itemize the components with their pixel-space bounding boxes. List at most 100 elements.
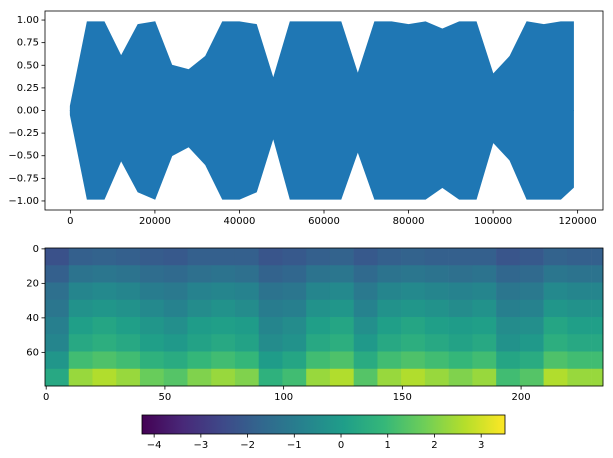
heatmap-cell — [258, 265, 283, 283]
heatmap-cell — [258, 248, 283, 266]
heatmap-cell — [519, 334, 544, 352]
heatmap-cell — [163, 282, 188, 301]
heatmap-cell — [591, 368, 604, 387]
heatmap-cell — [543, 265, 568, 283]
heatmap-cell — [496, 317, 521, 335]
heatmap-cell — [92, 351, 117, 370]
heatmap-cell — [187, 317, 212, 335]
heatmap-cell — [68, 299, 93, 318]
heatmap-cell — [496, 334, 521, 352]
heatmap-cell — [377, 368, 402, 387]
heatmap-cell — [448, 317, 473, 335]
heatmap-cell — [591, 334, 604, 352]
heatmap-cell — [543, 317, 568, 335]
heatmap-cell — [234, 282, 260, 301]
x-tick-label: 100000 — [474, 216, 512, 227]
heatmap-cell — [353, 265, 378, 283]
heatmap-cell — [139, 248, 165, 266]
heatmap-cell — [401, 282, 426, 301]
heatmap-cell — [211, 334, 236, 352]
heatmap-cell — [139, 299, 165, 318]
heatmap-cell — [424, 317, 449, 335]
x-tick-label: 80000 — [393, 216, 425, 227]
heatmap-cell — [211, 282, 236, 301]
heatmap-cell — [163, 351, 188, 370]
heatmap-cell — [234, 334, 260, 352]
heatmap-cell — [377, 282, 402, 301]
y-tick-label: 0.00 — [17, 106, 39, 117]
heatmap-cell — [163, 334, 188, 352]
waveform — [69, 21, 574, 111]
heatmap-cell — [92, 299, 117, 318]
heatmap-cell — [282, 334, 307, 352]
x-tick-label: 200 — [512, 392, 531, 403]
colorbar-tick-label: −3 — [193, 440, 208, 451]
heatmap-cell — [163, 265, 188, 283]
axes-frame — [44, 247, 604, 387]
heatmap-cell — [45, 351, 70, 370]
heatmap-cell — [353, 334, 378, 352]
heatmap-cell — [92, 265, 117, 283]
heatmap-cell — [68, 265, 93, 283]
heatmap-cell — [68, 248, 93, 266]
colorbar-tick-label: 3 — [478, 440, 484, 451]
y-tick-label: −0.50 — [8, 151, 39, 162]
heatmap-cell — [472, 368, 497, 387]
heatmap-cell — [68, 334, 93, 352]
heatmap-cell — [591, 299, 604, 318]
heatmap-cell — [519, 299, 544, 318]
x-tick-label: 120000 — [559, 216, 597, 227]
heatmap-cell — [258, 351, 283, 370]
heatmap-cell — [377, 299, 402, 318]
heatmap-cell — [163, 317, 188, 335]
heatmap-cell — [496, 368, 521, 387]
heatmap-cell — [448, 368, 473, 387]
y-tick-label: 0.50 — [17, 60, 39, 71]
heatmap-cell — [68, 317, 93, 335]
waveform — [69, 110, 574, 200]
heatmap-cell — [424, 248, 449, 266]
heatmap-cell — [45, 265, 70, 283]
heatmap-cell — [116, 265, 141, 283]
heatmap-cell — [448, 299, 473, 318]
heatmap-cell — [68, 282, 93, 301]
heatmap-cell — [424, 351, 449, 370]
colorbar-tick-label: −1 — [287, 440, 302, 451]
heatmap-cell — [258, 368, 283, 387]
heatmap-cell — [211, 248, 236, 266]
heatmap-cell — [496, 351, 521, 370]
x-tick-label: 20000 — [139, 216, 171, 227]
y-tick-label: 60 — [26, 347, 39, 358]
heatmap-cell — [187, 334, 212, 352]
heatmap-cell — [401, 299, 426, 318]
heatmap-cell — [448, 282, 473, 301]
heatmap-cell — [306, 299, 331, 318]
y-tick-label: 0.25 — [17, 83, 39, 94]
heatmap-cell — [282, 351, 307, 370]
colorbar-tick-label: −4 — [147, 440, 162, 451]
heatmap-cell — [187, 368, 212, 387]
heatmap-cell — [211, 317, 236, 335]
heatmap-cell — [496, 265, 521, 283]
x-tick-label: 100 — [274, 392, 293, 403]
heatmap-cell — [258, 282, 283, 301]
heatmap-cell — [282, 317, 307, 335]
heatmap-cell — [211, 351, 236, 370]
heatmap-cell — [448, 334, 473, 352]
heatmap-cell — [543, 282, 568, 301]
y-tick-label: −0.75 — [8, 173, 39, 184]
heatmap-cell — [139, 282, 165, 301]
heatmap-cell — [139, 265, 165, 283]
heatmap-cell — [116, 248, 141, 266]
heatmap-cell — [306, 334, 331, 352]
heatmap-cell — [234, 265, 260, 283]
heatmap-cell — [45, 368, 70, 387]
heatmap-cell — [116, 368, 141, 387]
heatmap-cell — [401, 248, 426, 266]
heatmap-cell — [187, 282, 212, 301]
heatmap-cell — [92, 317, 117, 335]
heatmap-cell — [163, 299, 188, 318]
heatmap-cell — [424, 265, 449, 283]
heatmap-cell — [472, 299, 497, 318]
heatmap-cell — [306, 317, 331, 335]
